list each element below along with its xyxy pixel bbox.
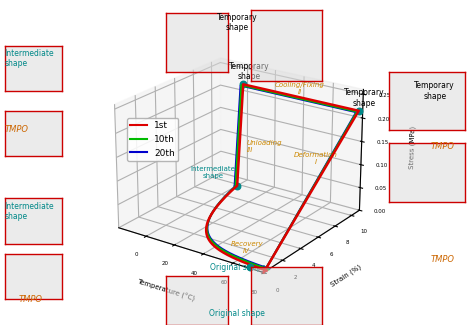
Text: Original shape: Original shape bbox=[209, 309, 265, 318]
X-axis label: Temperature (°C): Temperature (°C) bbox=[136, 278, 195, 302]
Text: TMPO: TMPO bbox=[431, 142, 455, 151]
Text: Temporary
shape: Temporary shape bbox=[414, 81, 455, 101]
Text: Temporary
shape: Temporary shape bbox=[217, 13, 257, 32]
Legend: 1st, 10th, 20th: 1st, 10th, 20th bbox=[127, 118, 178, 161]
Text: TMPO: TMPO bbox=[5, 125, 29, 135]
Y-axis label: Strain (%): Strain (%) bbox=[329, 263, 362, 288]
Text: TMPO: TMPO bbox=[431, 255, 455, 265]
Text: TMPO: TMPO bbox=[19, 294, 43, 304]
Text: Intermediate
shape: Intermediate shape bbox=[5, 202, 55, 221]
Text: Intermediate
shape: Intermediate shape bbox=[5, 49, 55, 68]
